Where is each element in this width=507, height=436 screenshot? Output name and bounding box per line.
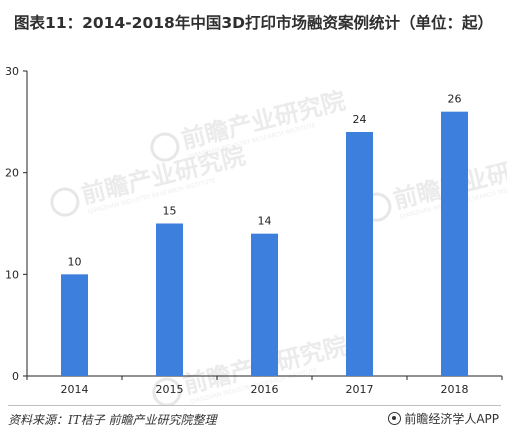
y-tick-label: 20 bbox=[5, 167, 19, 180]
data-labels: 10 2014 15 2015 14 2016 24 2017 26 2018 bbox=[61, 93, 469, 396]
data-label-2016: 14 bbox=[258, 215, 272, 228]
bar-2018 bbox=[441, 111, 468, 377]
source-note: 资料来源：IT桔子 前瞻产业研究院整理 bbox=[8, 413, 217, 427]
chart-title: 图表11：2014-2018年中国3D打印市场融资案例统计（单位：起） bbox=[14, 14, 493, 32]
watermark-logo-icon bbox=[152, 377, 182, 405]
data-label-2014: 10 bbox=[68, 255, 82, 268]
bar-2016 bbox=[251, 233, 278, 376]
bar-2017 bbox=[346, 132, 373, 376]
y-tick-label: 30 bbox=[5, 65, 19, 78]
brand-mark: 前瞻经济学人APP bbox=[388, 410, 499, 427]
bar-2014 bbox=[61, 274, 88, 376]
bars bbox=[61, 111, 468, 377]
x-tick-label-2014: 2014 bbox=[61, 383, 89, 396]
watermark-logo-icon bbox=[50, 187, 80, 217]
brand-logo-icon bbox=[388, 412, 402, 425]
x-tick-label-2015: 2015 bbox=[156, 383, 184, 396]
x-tick-label-2016: 2016 bbox=[251, 383, 279, 396]
brand-name: 前瞻经济学人APP bbox=[404, 412, 499, 426]
footer: 资料来源：IT桔子 前瞻产业研究院整理 前瞻经济学人APP bbox=[0, 405, 507, 433]
y-tick-label: 10 bbox=[5, 268, 19, 281]
bar-2015 bbox=[156, 223, 183, 376]
watermark-text: 前瞻产业研究院 bbox=[178, 87, 348, 155]
x-tick-label-2017: 2017 bbox=[346, 383, 374, 396]
data-label-2018: 26 bbox=[448, 93, 462, 106]
data-label-2015: 15 bbox=[163, 205, 177, 218]
footer-divider bbox=[8, 405, 501, 406]
y-tick-label: 0 bbox=[12, 370, 19, 383]
watermark-logo-icon bbox=[150, 132, 180, 162]
data-label-2017: 24 bbox=[353, 113, 367, 126]
x-tick-label-2018: 2018 bbox=[441, 383, 469, 396]
